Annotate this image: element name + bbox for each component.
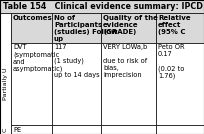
Text: Outcomes: Outcomes <box>13 15 53 21</box>
Text: Peto OR
0.17

(0.02 to
1.76): Peto OR 0.17 (0.02 to 1.76) <box>158 44 185 79</box>
Bar <box>52 43 101 125</box>
Text: C: C <box>3 127 8 132</box>
Bar <box>52 125 101 134</box>
Bar <box>156 43 204 125</box>
Bar <box>0 13 11 134</box>
Text: PE: PE <box>13 126 21 133</box>
Text: Quality of the
evidence
(GRADE): Quality of the evidence (GRADE) <box>103 15 158 35</box>
Text: Partially U: Partially U <box>3 68 8 100</box>
Text: Relative
effect
(95% C: Relative effect (95% C <box>158 15 191 35</box>
Bar <box>11 125 52 134</box>
Bar <box>11 13 52 43</box>
Bar <box>0 0 204 13</box>
Bar <box>156 13 204 43</box>
Text: VERY LOWa,b

due to risk of
bias,
imprecision: VERY LOWa,b due to risk of bias, impreci… <box>103 44 147 78</box>
Text: No of
Participants
(studies) Follow
up: No of Participants (studies) Follow up <box>54 15 118 42</box>
Bar <box>101 43 156 125</box>
Text: 117

(1 study)

up to 14 days: 117 (1 study) up to 14 days <box>54 44 100 79</box>
Bar <box>156 125 204 134</box>
Bar <box>101 125 156 134</box>
Bar <box>101 13 156 43</box>
Text: Table 154   Clinical evidence summary: IPCD (below k: Table 154 Clinical evidence summary: IPC… <box>3 2 204 11</box>
Bar <box>11 43 52 125</box>
Text: DVT
(symptomatic
and
asymptomatic): DVT (symptomatic and asymptomatic) <box>13 44 63 72</box>
Bar <box>52 13 101 43</box>
